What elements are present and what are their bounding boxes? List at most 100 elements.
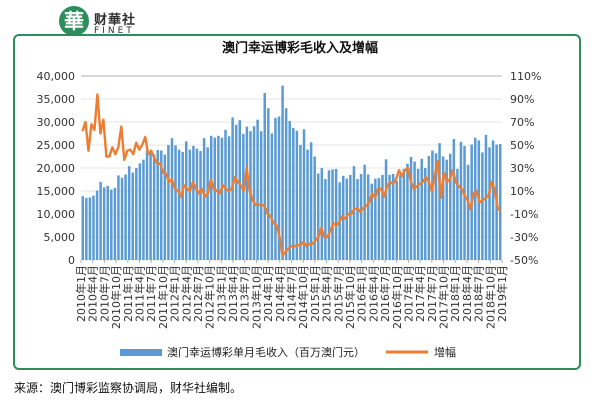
right-tick-label: 10%: [510, 185, 534, 198]
bar: [274, 117, 277, 260]
bar: [331, 169, 334, 260]
bar: [220, 137, 224, 260]
bar: [206, 147, 209, 260]
bar: [127, 166, 131, 260]
brand-name-english: FINET: [94, 26, 135, 36]
bar: [352, 166, 356, 260]
bar: [313, 156, 316, 260]
bar: [131, 172, 134, 260]
right-tick-label: -50%: [510, 254, 538, 267]
bar: [359, 173, 363, 260]
bar: [399, 174, 402, 260]
left-tick-label: 10,000: [37, 208, 76, 221]
bar: [409, 156, 413, 260]
x-tick-label: 2019年1月: [495, 265, 509, 322]
x-tick-label: 2012年1月: [168, 265, 182, 322]
x-tick-label: 2011年4月: [132, 265, 146, 322]
bar: [388, 174, 391, 260]
bar: [381, 174, 384, 260]
left-axis: 0 5,000 10,000 15,000 20,000 25,000 30,000 35,0…: [37, 70, 76, 267]
bar: [459, 141, 463, 260]
x-tick-label: 2011年1月: [121, 265, 135, 322]
right-tick-label: 70%: [510, 116, 534, 129]
bar: [238, 120, 242, 260]
bar: [281, 85, 284, 260]
x-tick-label: 2016年7月: [378, 265, 392, 322]
x-tick-label: 2012年10月: [203, 265, 217, 329]
x-tick-label: 2015年4月: [320, 265, 334, 322]
bar: [209, 135, 213, 260]
bar: [245, 126, 249, 260]
bar: [277, 116, 281, 260]
x-tick-label: 2017年7月: [425, 265, 439, 322]
bar: [242, 133, 245, 260]
bar: [431, 150, 434, 260]
bar: [95, 190, 99, 260]
bar: [456, 168, 459, 260]
x-tick-label: 2017年4月: [413, 265, 427, 322]
x-tick-label: 2012年4月: [179, 265, 193, 322]
bar: [188, 149, 192, 260]
bar: [384, 159, 388, 260]
bar: [356, 179, 359, 260]
bar: [124, 174, 127, 260]
right-tick-label: 30%: [510, 162, 534, 175]
x-tick-label: 2014年10月: [296, 265, 310, 329]
bar: [302, 129, 306, 260]
right-tick-label: 50%: [510, 139, 534, 152]
bar: [449, 153, 452, 260]
bar: [185, 141, 188, 260]
bar: [395, 180, 398, 260]
bar: [177, 149, 181, 260]
bar: [481, 152, 484, 260]
bar: [452, 139, 456, 260]
x-tick-label: 2010年10月: [109, 265, 123, 329]
bar: [102, 187, 106, 260]
x-tick-label: 2011年7月: [144, 265, 158, 322]
x-tick-label: 2015年7月: [331, 265, 345, 322]
bar: [145, 150, 149, 260]
bar: [142, 159, 145, 260]
bar: [213, 137, 217, 260]
x-tick-label: 2014年7月: [285, 265, 299, 322]
bar: [174, 145, 177, 260]
bar: [181, 151, 184, 260]
bar: [317, 173, 320, 260]
right-axis: -50% -30% -10% 10% 30% 50% 70% 90% 110%: [510, 70, 541, 267]
x-tick-label: 2013年7月: [238, 265, 252, 322]
x-tick-label: 2014年1月: [261, 265, 275, 322]
bar: [217, 135, 220, 260]
bar: [192, 145, 195, 260]
x-tick-label: 2016年1月: [355, 265, 369, 322]
bar: [152, 154, 156, 260]
bar: [473, 137, 477, 260]
x-tick-label: 2015年10月: [343, 265, 357, 329]
bar: [491, 140, 495, 260]
bar: [99, 181, 102, 260]
bar: [149, 153, 152, 260]
bar: [284, 108, 288, 260]
x-tick-label: 2018年1月: [448, 265, 462, 322]
bar: [420, 158, 423, 260]
bar: [234, 124, 238, 260]
growth-line: [81, 93, 502, 257]
bar: [195, 148, 199, 260]
right-tick-label: 110%: [510, 70, 541, 83]
bar: [463, 145, 466, 260]
bar: [324, 179, 327, 260]
x-tick-label: 2010年1月: [74, 265, 88, 322]
left-tick-label: 5,000: [44, 231, 76, 244]
bar: [156, 150, 159, 260]
bar: [199, 150, 202, 260]
bar: [81, 196, 85, 260]
chart-title: 澳门幸运博彩毛收入及增幅: [222, 40, 378, 56]
bar: [167, 145, 170, 260]
x-tick-label: 2018年7月: [472, 265, 486, 322]
left-tick-label: 35,000: [37, 93, 76, 106]
bar: [113, 187, 117, 260]
bar: [434, 153, 438, 260]
bar: [299, 145, 302, 260]
bar: [441, 156, 445, 260]
legend: 澳门幸运博彩单月毛收入（百万澳门元） 增幅: [120, 345, 456, 359]
bar: [170, 138, 174, 260]
